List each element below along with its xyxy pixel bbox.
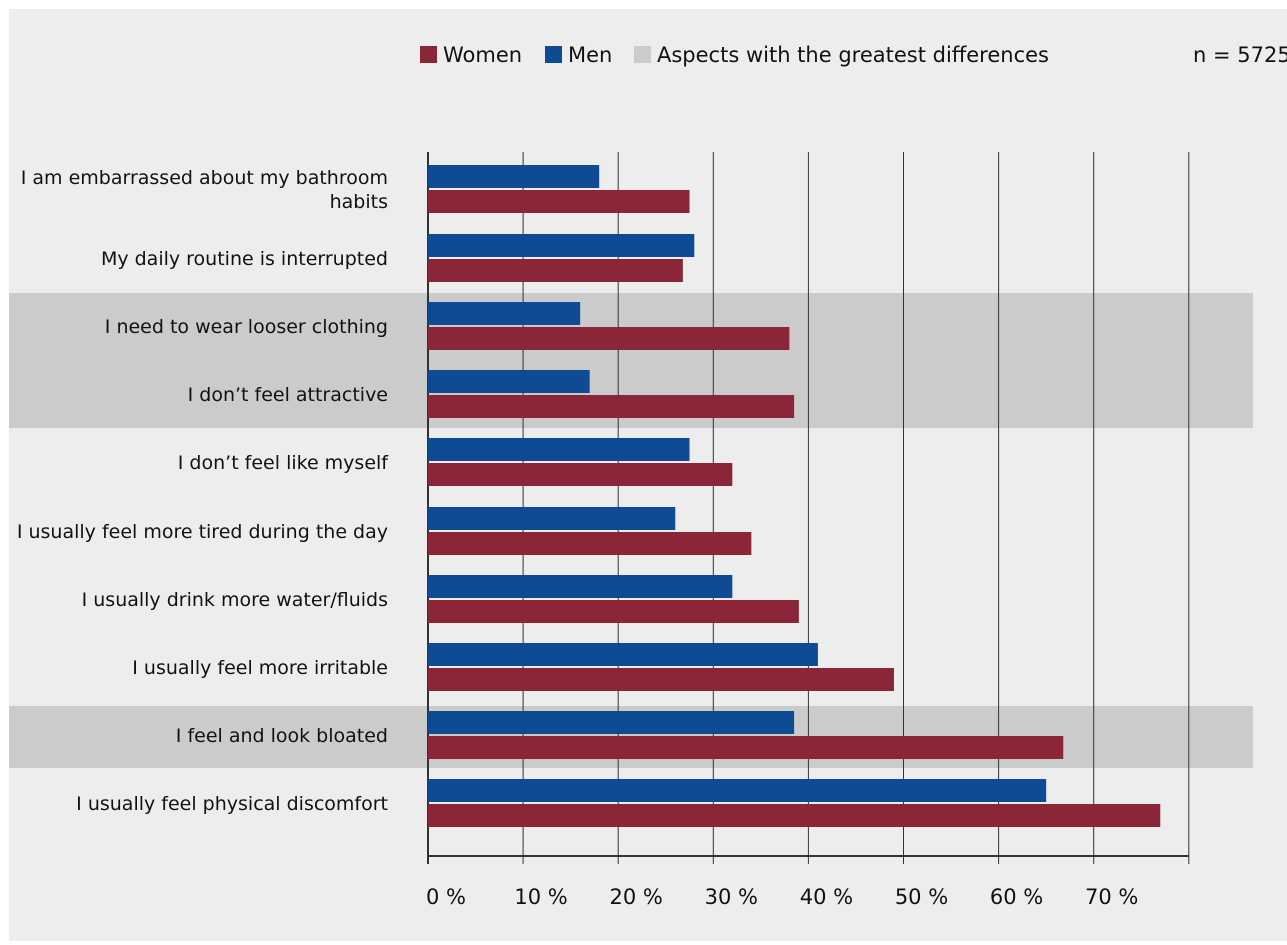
bar-men: [428, 779, 1047, 802]
bar-women: [428, 463, 733, 486]
bar-women: [428, 668, 894, 691]
legend-label: Aspects with the greatest differences: [657, 43, 1049, 67]
x-tick-label: 70 %: [1085, 885, 1138, 909]
bar-men: [428, 165, 600, 188]
bar-women: [428, 736, 1064, 759]
x-tick-label: 10 %: [514, 885, 567, 909]
bar-men: [428, 575, 733, 598]
category-label: My daily routine is interrupted: [101, 248, 388, 270]
legend-swatch: [634, 46, 651, 63]
x-tick-label: 50 %: [895, 885, 948, 909]
legend-label: Women: [443, 43, 522, 67]
category-label: I need to wear looser clothing: [105, 316, 388, 338]
category-label: I usually feel physical discomfort: [76, 793, 388, 815]
legend-swatch: [545, 46, 562, 63]
sample-size-label: n = 5725: [1193, 43, 1287, 67]
x-tick-label: 30 %: [705, 885, 758, 909]
bar-men: [428, 438, 690, 461]
x-tick-label: 20 %: [610, 885, 663, 909]
legend-swatch: [420, 46, 437, 63]
category-label: habits: [330, 191, 388, 213]
bar-women: [428, 532, 752, 555]
category-label: I feel and look bloated: [176, 725, 388, 747]
category-label: I usually feel more irritable: [132, 657, 388, 679]
legend-label: Men: [568, 43, 612, 67]
bar-women: [428, 600, 799, 623]
bar-women: [428, 190, 690, 213]
bar-women: [428, 327, 790, 350]
category-label: I don’t feel like myself: [178, 452, 390, 474]
bar-women: [428, 804, 1161, 827]
bar-men: [428, 711, 795, 734]
bar-men: [428, 370, 590, 393]
bar-men: [428, 643, 818, 666]
x-tick-label: 0 %: [426, 885, 466, 909]
bar-women: [428, 259, 683, 282]
bar-men: [428, 234, 695, 257]
category-label: I don’t feel attractive: [188, 384, 388, 406]
category-label: I usually feel more tired during the day: [17, 521, 388, 543]
category-label: I usually drink more water/fluids: [82, 589, 388, 611]
bar-women: [428, 395, 795, 418]
bar-men: [428, 507, 676, 530]
bar-men: [428, 302, 581, 325]
x-tick-label: 40 %: [800, 885, 853, 909]
x-tick-label: 60 %: [990, 885, 1043, 909]
category-label: I am embarrassed about my bathroom: [21, 167, 388, 189]
